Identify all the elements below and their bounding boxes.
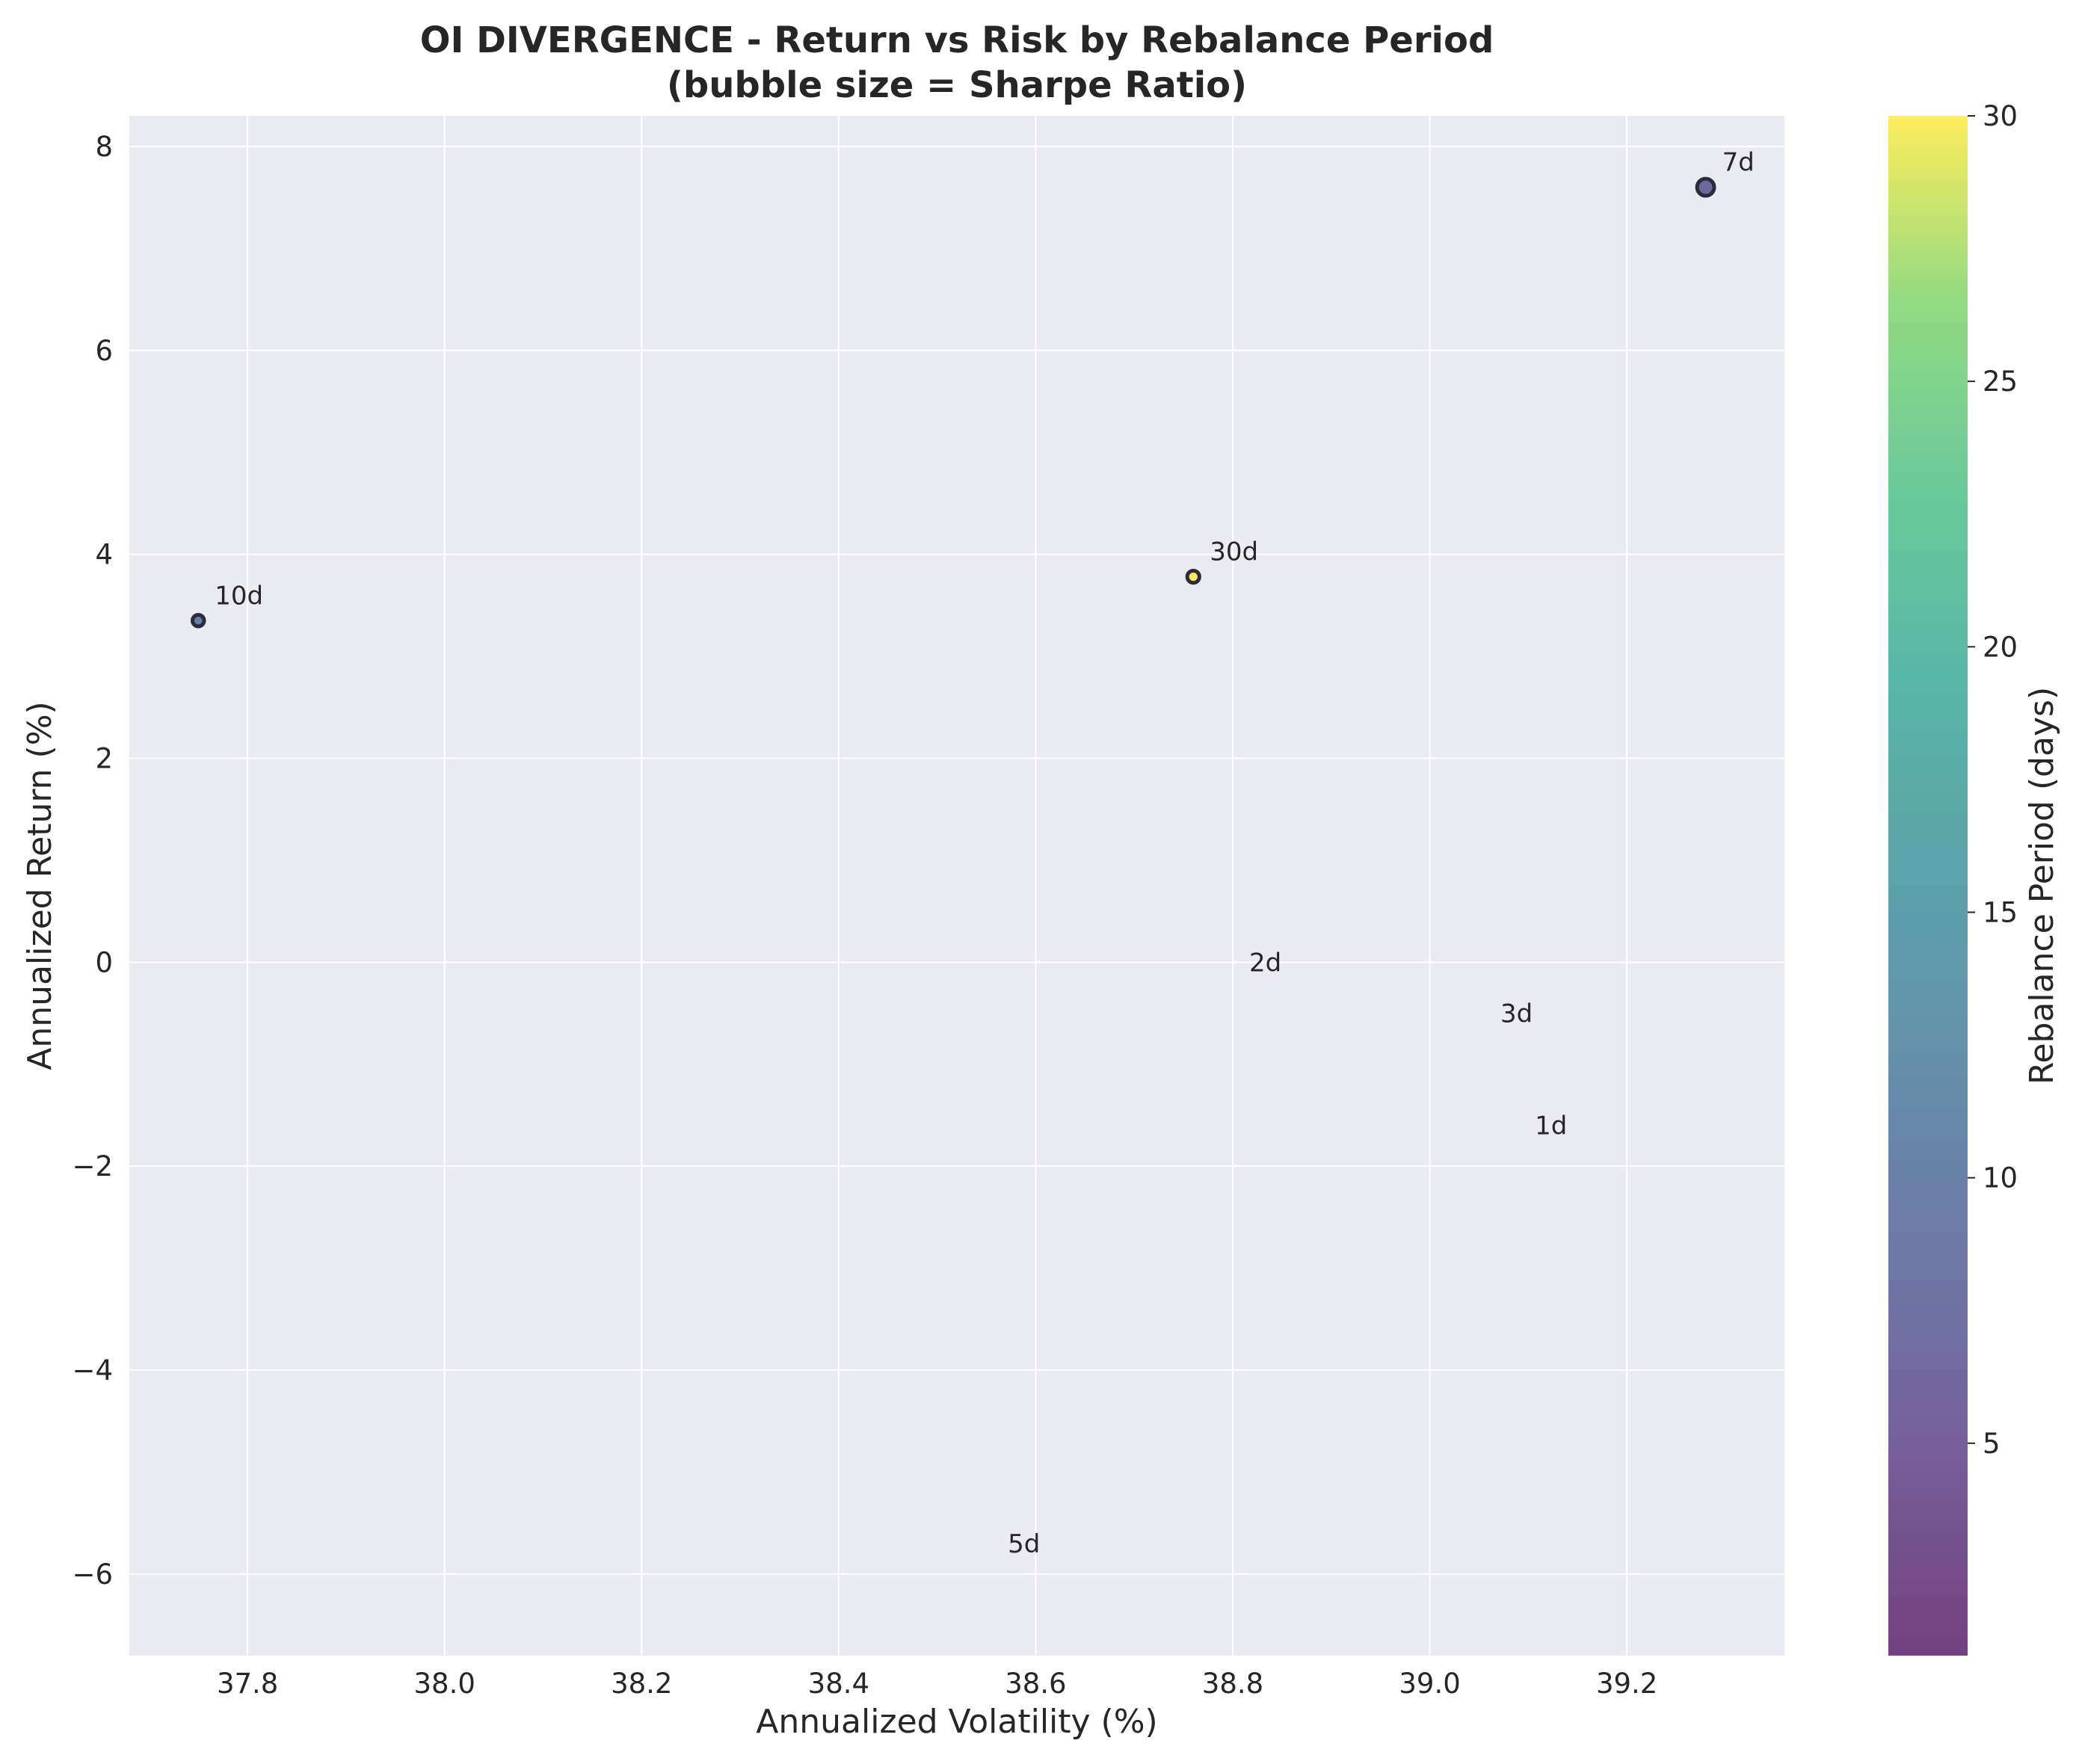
plot-area	[129, 116, 1784, 1656]
x-tick-label: 39.0	[1399, 1668, 1460, 1700]
y-tick-label: −2	[72, 1150, 113, 1182]
point-marker-10d	[190, 613, 206, 629]
y-tick-label: 6	[95, 335, 113, 367]
colorbar-tick-label: 5	[1983, 1428, 2001, 1460]
colorbar-tick-label: 20	[1983, 631, 2018, 663]
x-tick-label: 38.4	[808, 1668, 869, 1700]
point-marker-30d	[1185, 568, 1201, 585]
x-tick-label: 38.2	[611, 1668, 672, 1700]
y-axis-label: Annualized Return (%)	[21, 701, 59, 1070]
y-tick-label: −4	[72, 1354, 113, 1387]
data-points	[190, 176, 1716, 629]
y-tick-label: −6	[72, 1558, 113, 1591]
colorbar	[1888, 116, 1968, 1656]
point-label-10d: 10d	[215, 581, 263, 611]
x-tick-label: 38.6	[1005, 1668, 1066, 1700]
x-tick-label: 38.0	[414, 1668, 475, 1700]
point-label-2d: 2d	[1249, 948, 1281, 978]
y-tick-label: 4	[95, 539, 113, 571]
chart-title-line1: OI DIVERGENCE - Return vs Risk by Rebala…	[420, 19, 1494, 61]
point-label-7d: 7d	[1722, 147, 1755, 177]
y-axis-ticks: −6 −4 −2 0 2 4 6 8	[72, 131, 113, 1591]
point-label-1d: 1d	[1535, 1111, 1567, 1141]
colorbar-ticks: 5 10 15 20 25 30	[1968, 100, 2018, 1460]
x-axis-label: Annualized Volatility (%)	[756, 1703, 1157, 1741]
point-label-5d: 5d	[1008, 1529, 1040, 1559]
colorbar-tick-label: 10	[1983, 1162, 2018, 1194]
x-tick-label: 39.2	[1596, 1668, 1657, 1700]
y-tick-label: 8	[95, 131, 113, 163]
point-label-3d: 3d	[1500, 999, 1533, 1029]
colorbar-tick-label: 25	[1983, 366, 2018, 398]
x-axis-ticks: 37.8 38.0 38.2 38.4 38.6 38.8 39.0 39.2	[217, 1668, 1657, 1700]
data-point-labels: 1d 2d 3d 5d 7d 10d 30d	[215, 147, 1755, 1559]
colorbar-tick-label: 15	[1983, 897, 2018, 929]
grid-lines	[129, 116, 1784, 1656]
y-tick-label: 0	[95, 946, 113, 978]
point-marker-7d	[1695, 176, 1716, 198]
point-label-30d: 30d	[1210, 537, 1258, 567]
y-tick-label: 2	[95, 742, 113, 774]
colorbar-label: Rebalance Period (days)	[2023, 687, 2061, 1085]
chart-title-line2: (bubble size = Sharpe Ratio)	[667, 64, 1247, 106]
x-tick-label: 37.8	[217, 1668, 278, 1700]
x-tick-label: 38.8	[1202, 1668, 1263, 1700]
colorbar-tick-label: 30	[1983, 100, 2018, 132]
